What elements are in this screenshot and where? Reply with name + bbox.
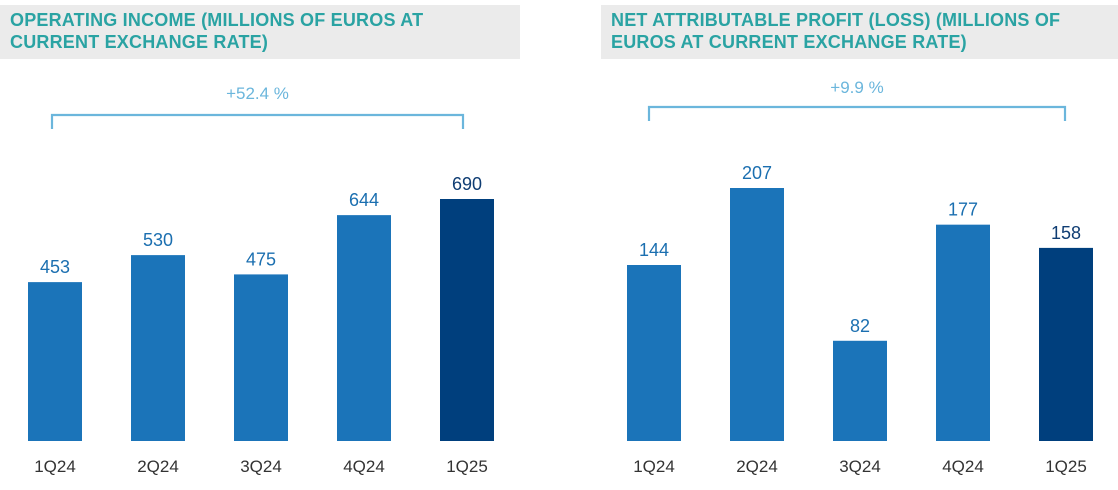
operating-income-tick-label-1q24: 1Q24	[34, 457, 76, 476]
operating-income-tick-label-2q24: 2Q24	[137, 457, 179, 476]
operating-income-value-label-3q24: 475	[246, 249, 276, 269]
net-profit-value-label-1q24: 144	[639, 240, 669, 260]
net-profit-bar-1q24	[627, 265, 681, 441]
net-profit-tick-label-1q25: 1Q25	[1045, 457, 1087, 476]
operating-income-title-line-2: CURRENT EXCHANGE RATE)	[10, 32, 269, 52]
net-profit-value-label-2q24: 207	[742, 163, 772, 183]
operating-income-tick-label-1q25: 1Q25	[446, 457, 488, 476]
operating-income-growth-bracket	[50, 113, 465, 129]
operating-income-value-label-1q25: 690	[452, 174, 482, 194]
net-profit-growth-bracket	[647, 105, 1067, 121]
operating-income-chart: +52.4 % 453 1Q24 530 2Q24 475 3Q24 644 4Q24 690 1Q…	[28, 84, 494, 476]
operating-income-bar-3q24	[234, 274, 288, 441]
net-profit-growth-label: +9.9 %	[830, 78, 883, 97]
operating-income-bar-4q24	[337, 215, 391, 441]
net-profit-bar-3q24	[833, 340, 887, 441]
operating-income-value-label-4q24: 644	[349, 190, 379, 210]
operating-income-value-label-1q24: 453	[40, 257, 70, 277]
operating-income-value-label-2q24: 530	[143, 230, 173, 250]
operating-income-growth-label: +52.4 %	[226, 84, 289, 103]
net-profit-panel: NET ATTRIBUTABLE PROFIT (LOSS) (MILLIONS…	[601, 0, 1118, 490]
operating-income-title-line-1: OPERATING INCOME (MILLIONS OF EUROS AT	[10, 10, 424, 30]
net-profit-value-label-4q24: 177	[948, 200, 978, 220]
net-profit-tick-label-4q24: 4Q24	[942, 457, 984, 476]
operating-income-tick-label-3q24: 3Q24	[240, 457, 282, 476]
net-profit-title-line-2: EUROS AT CURRENT EXCHANGE RATE)	[611, 32, 967, 52]
net-profit-bar-4q24	[936, 224, 990, 441]
net-profit-bar-1q25	[1039, 247, 1093, 441]
net-profit-chart: +9.9 % 144 1Q24 207 2Q24 82 3Q24 177 4Q24 158 1Q25	[627, 78, 1093, 476]
net-profit-value-label-1q25: 158	[1051, 223, 1081, 243]
net-profit-value-label-3q24: 82	[850, 316, 870, 336]
net-profit-title-line-1: NET ATTRIBUTABLE PROFIT (LOSS) (MILLIONS…	[611, 10, 1061, 30]
net-profit-tick-label-1q24: 1Q24	[633, 457, 675, 476]
operating-income-bar-1q25	[440, 199, 494, 441]
net-profit-title-box: NET ATTRIBUTABLE PROFIT (LOSS) (MILLIONS…	[601, 5, 1118, 59]
net-profit-bar-2q24	[730, 188, 784, 441]
net-profit-tick-label-3q24: 3Q24	[839, 457, 881, 476]
operating-income-title-box: OPERATING INCOME (MILLIONS OF EUROS AT C…	[0, 5, 520, 59]
operating-income-tick-label-4q24: 4Q24	[343, 457, 385, 476]
operating-income-panel: OPERATING INCOME (MILLIONS OF EUROS AT C…	[0, 0, 520, 490]
operating-income-bar-1q24	[28, 282, 82, 441]
net-profit-tick-label-2q24: 2Q24	[736, 457, 778, 476]
operating-income-bar-2q24	[131, 255, 185, 441]
